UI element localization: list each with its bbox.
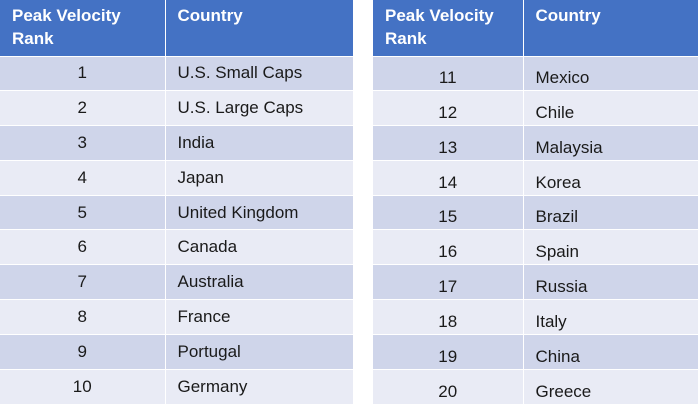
country-cell: China xyxy=(523,333,698,370)
left-rank-header: Peak Velocity Rank xyxy=(0,0,166,56)
table-row: 10 Germany xyxy=(0,368,353,404)
table-row: 7 Australia xyxy=(0,264,353,300)
country-cell: Germany xyxy=(165,368,353,404)
country-cell: Canada xyxy=(165,229,353,265)
rank-cell: 17 xyxy=(373,264,524,300)
table-row: 5 United Kingdom xyxy=(0,194,353,230)
table-row: 17 Russia xyxy=(373,264,698,300)
country-cell: U.S. Small Caps xyxy=(165,55,353,91)
left-country-header: Country xyxy=(165,0,353,56)
table-row: 18 Italy xyxy=(373,299,698,335)
rank-cell: 16 xyxy=(373,229,524,265)
table-row: 15 Brazil xyxy=(373,194,698,230)
rank-cell: 20 xyxy=(373,368,524,404)
country-cell: Malaysia xyxy=(523,125,698,161)
right-country-header: Country xyxy=(523,0,698,56)
rank-cell: 5 xyxy=(0,194,166,230)
table-row: 8 France xyxy=(0,299,353,335)
country-cell: Spain xyxy=(523,229,698,265)
country-cell: Italy xyxy=(523,299,698,335)
country-cell: Japan xyxy=(165,159,353,196)
country-cell: Brazil xyxy=(523,194,698,230)
country-cell: Mexico xyxy=(523,55,698,91)
rank-cell: 14 xyxy=(373,159,524,196)
right-ranking-table: Peak Velocity Rank Country 11 Mexico 12 … xyxy=(373,0,698,404)
right-header-row: Peak Velocity Rank Country xyxy=(373,0,698,56)
right-rank-header: Peak Velocity Rank xyxy=(373,0,524,56)
rank-cell: 19 xyxy=(373,333,524,370)
country-cell: India xyxy=(165,125,353,161)
country-cell: France xyxy=(165,299,353,335)
left-ranking-table: Peak Velocity Rank Country 1 U.S. Small … xyxy=(0,0,353,404)
rank-cell: 8 xyxy=(0,299,166,335)
country-cell: Chile xyxy=(523,90,698,126)
rank-cell: 15 xyxy=(373,194,524,230)
rank-cell: 6 xyxy=(0,229,166,265)
rank-cell: 2 xyxy=(0,90,166,126)
table-row: 11 Mexico xyxy=(373,55,698,91)
table-row: 1 U.S. Small Caps xyxy=(0,55,353,91)
rank-cell: 10 xyxy=(0,368,166,404)
rank-cell: 13 xyxy=(373,125,524,161)
rank-cell: 3 xyxy=(0,125,166,161)
country-cell: Russia xyxy=(523,264,698,300)
rank-cell: 18 xyxy=(373,299,524,335)
rank-cell: 9 xyxy=(0,333,166,370)
table-row: 12 Chile xyxy=(373,90,698,126)
country-cell: Greece xyxy=(523,368,698,404)
country-cell: United Kingdom xyxy=(165,194,353,230)
rank-cell: 11 xyxy=(373,55,524,91)
country-cell: Australia xyxy=(165,264,353,300)
rank-cell: 1 xyxy=(0,55,166,91)
country-cell: U.S. Large Caps xyxy=(165,90,353,126)
country-cell: Portugal xyxy=(165,333,353,370)
country-cell: Korea xyxy=(523,159,698,196)
table-row: 2 U.S. Large Caps xyxy=(0,90,353,126)
table-row: 4 Japan xyxy=(0,159,353,196)
table-row: 16 Spain xyxy=(373,229,698,265)
table-row: 14 Korea xyxy=(373,159,698,196)
table-row: 3 India xyxy=(0,125,353,161)
table-row: 9 Portugal xyxy=(0,333,353,370)
table-row: 13 Malaysia xyxy=(373,125,698,161)
rank-cell: 7 xyxy=(0,264,166,300)
table-row: 6 Canada xyxy=(0,229,353,265)
rank-cell: 12 xyxy=(373,90,524,126)
table-gap xyxy=(353,0,373,56)
table-row: 20 Greece xyxy=(373,368,698,404)
rank-cell: 4 xyxy=(0,159,166,196)
table-row: 19 China xyxy=(373,333,698,370)
left-header-row: Peak Velocity Rank Country xyxy=(0,0,353,56)
